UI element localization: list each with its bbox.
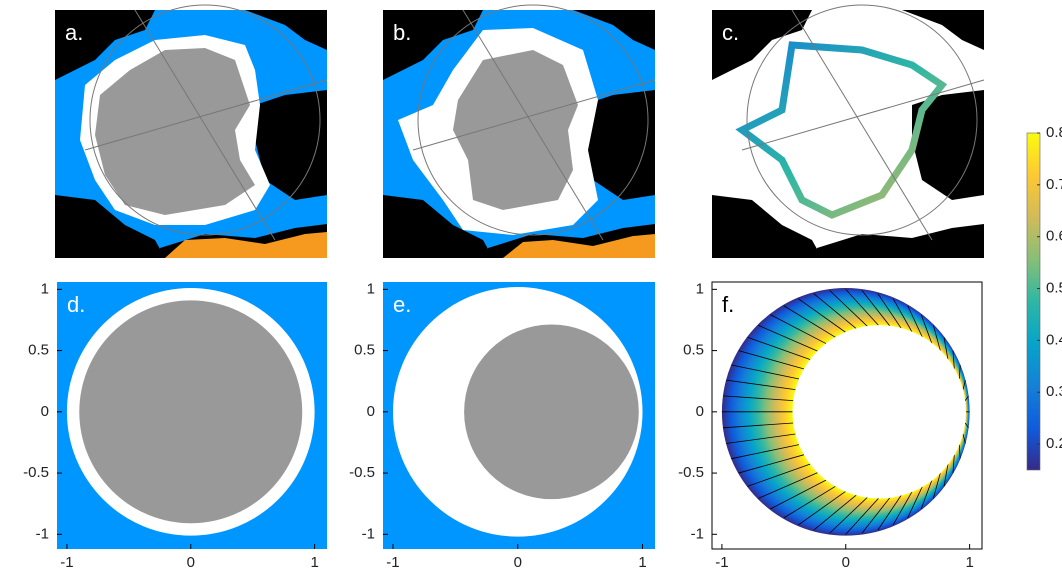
spoke bbox=[738, 350, 805, 370]
panel-label: a. bbox=[65, 20, 83, 45]
spoke bbox=[920, 479, 933, 510]
spoke bbox=[770, 314, 827, 345]
spoke bbox=[726, 433, 796, 444]
spoke bbox=[747, 463, 811, 487]
spoke bbox=[877, 293, 902, 330]
x-tick-label: -1 bbox=[386, 554, 399, 571]
spoke bbox=[920, 314, 933, 344]
y-tick-label: 0.5 bbox=[28, 342, 49, 359]
colorbar-tick-label: 0.6 bbox=[1046, 228, 1062, 245]
x-tick-label: 0 bbox=[187, 554, 195, 571]
panel-label: f. bbox=[722, 292, 734, 317]
map-panel: c. bbox=[712, 4, 985, 258]
panel-label: e. bbox=[393, 292, 411, 317]
x-tick-label: 1 bbox=[310, 554, 318, 571]
spoke bbox=[907, 485, 923, 519]
spoke bbox=[829, 290, 869, 328]
spoke bbox=[758, 472, 819, 499]
y-tick-label: 0 bbox=[367, 403, 375, 420]
spoke bbox=[726, 379, 796, 391]
y-tick-label: -1 bbox=[36, 525, 49, 542]
spoke bbox=[952, 454, 955, 474]
x-tick-label: 0 bbox=[514, 554, 522, 571]
spoke bbox=[861, 496, 891, 534]
spoke bbox=[758, 324, 819, 352]
circle bbox=[464, 324, 639, 500]
plot-border bbox=[711, 281, 983, 550]
spoke bbox=[952, 350, 955, 369]
spoke bbox=[813, 293, 858, 330]
y-tick-label: -0.5 bbox=[678, 464, 704, 481]
spoke bbox=[829, 496, 869, 534]
spoke bbox=[943, 337, 949, 360]
spoke bbox=[958, 364, 961, 380]
panel-label: c. bbox=[722, 20, 739, 45]
spoke bbox=[943, 463, 949, 487]
x-tick-label: 0 bbox=[842, 554, 850, 571]
colorbar-tick-label: 0.2 bbox=[1046, 435, 1062, 452]
spoke bbox=[892, 490, 913, 526]
spoke bbox=[907, 305, 923, 338]
colorbar-tick-label: 0.7 bbox=[1046, 176, 1062, 193]
y-tick-label: -0.5 bbox=[23, 464, 49, 481]
spoke bbox=[722, 395, 794, 402]
colorbar-tick-label: 0.4 bbox=[1046, 331, 1062, 348]
x-tick-label: -1 bbox=[60, 554, 73, 571]
spoke bbox=[731, 444, 800, 460]
colorbar-tick-label: 0.8 bbox=[1046, 124, 1062, 141]
y-tick-label: -1 bbox=[691, 525, 704, 542]
panel-label: d. bbox=[67, 292, 85, 317]
spoke bbox=[892, 298, 913, 333]
plot-area bbox=[66, 287, 315, 536]
y-tick-label: 0.5 bbox=[683, 342, 704, 359]
spoke bbox=[783, 305, 837, 338]
spoke bbox=[798, 490, 847, 526]
y-tick-label: -0.5 bbox=[349, 464, 375, 481]
spoke bbox=[813, 494, 858, 531]
x-tick-label: 1 bbox=[965, 554, 973, 571]
x-tick-label: 1 bbox=[638, 554, 646, 571]
panel-label: b. bbox=[393, 20, 411, 45]
y-tick-label: 1 bbox=[41, 280, 49, 297]
colorbar-tick-label: 0.5 bbox=[1046, 280, 1062, 297]
spoke bbox=[798, 298, 847, 333]
spoke bbox=[962, 380, 966, 390]
spoke bbox=[845, 497, 880, 535]
spoke bbox=[964, 395, 969, 401]
map-panel: b. bbox=[383, 4, 656, 258]
y-tick-label: 0 bbox=[696, 403, 704, 420]
spoke bbox=[962, 433, 966, 444]
spoke bbox=[722, 422, 794, 429]
spoke bbox=[738, 454, 805, 474]
y-tick-label: 1 bbox=[367, 280, 375, 297]
y-tick-label: 0.5 bbox=[354, 342, 375, 359]
plot-area bbox=[721, 287, 970, 536]
spoke bbox=[747, 336, 811, 361]
spoke bbox=[783, 485, 837, 519]
spoke bbox=[770, 479, 827, 510]
colorbar bbox=[1026, 132, 1041, 471]
map-panel: a. bbox=[55, 4, 328, 258]
y-tick-label: -1 bbox=[362, 525, 375, 542]
spoke bbox=[932, 472, 941, 499]
plot-area bbox=[392, 287, 643, 537]
spoke bbox=[958, 444, 961, 459]
ring-inner bbox=[792, 325, 966, 499]
colorbar-tick-label: 0.3 bbox=[1046, 383, 1062, 400]
spoke bbox=[845, 289, 880, 327]
spoke bbox=[731, 364, 800, 380]
circle bbox=[79, 300, 303, 524]
y-tick-label: 1 bbox=[696, 280, 704, 297]
x-tick-label: -1 bbox=[715, 554, 728, 571]
spoke bbox=[861, 290, 891, 328]
spoke bbox=[932, 325, 941, 352]
spoke bbox=[877, 494, 902, 531]
spoke bbox=[964, 422, 969, 429]
y-tick-label: 0 bbox=[41, 403, 49, 420]
